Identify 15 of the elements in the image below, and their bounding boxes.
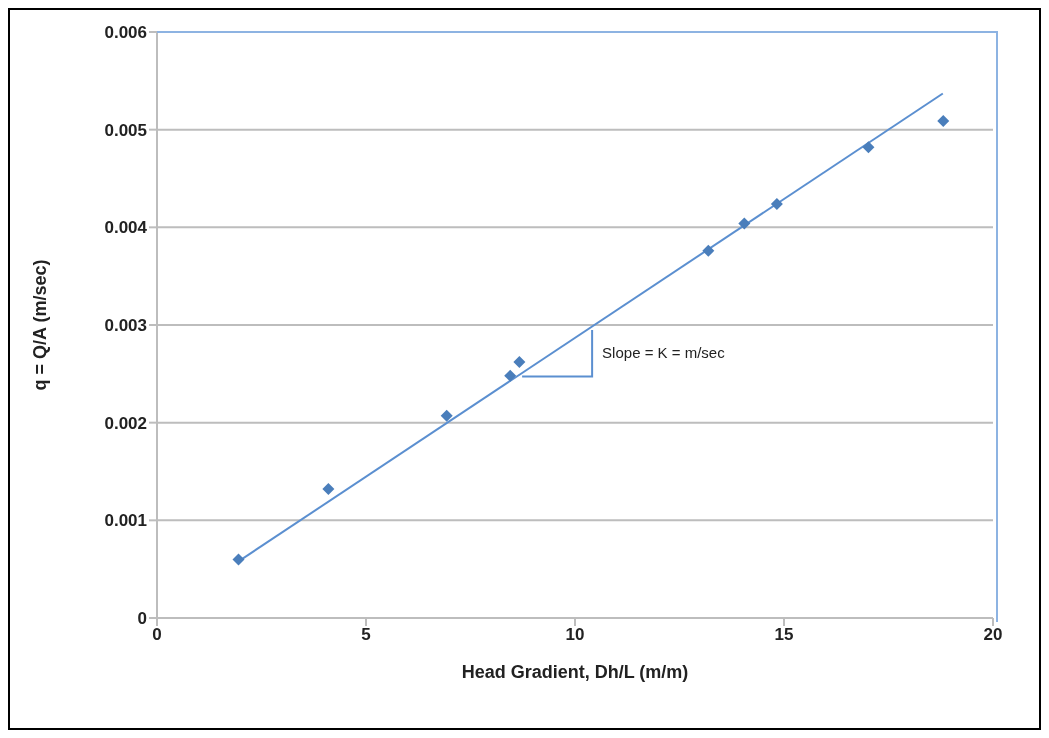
- y-axis-title: q = Q/A (m/sec): [30, 259, 51, 391]
- y-tick-label: 0.004: [104, 218, 148, 238]
- y-tick-label: 0.005: [104, 120, 147, 140]
- x-tick-label: 10: [565, 625, 585, 645]
- x-tick-label: 0: [152, 625, 162, 645]
- y-tick-label: 0: [137, 609, 147, 629]
- y-tick-label: 0.006: [104, 23, 147, 43]
- y-tick-label: 0.002: [104, 413, 147, 433]
- x-tick-label: 20: [983, 625, 1003, 645]
- annotation: Slope = K = m/sec: [602, 344, 726, 362]
- x-axis-title: Head Gradient, Dh/L (m/m): [461, 662, 689, 682]
- y-tick-label: 0.003: [104, 316, 147, 336]
- y-tick-label: 0.001: [104, 511, 147, 531]
- x-tick-label: 15: [774, 625, 794, 645]
- x-tick-label: 5: [361, 625, 371, 645]
